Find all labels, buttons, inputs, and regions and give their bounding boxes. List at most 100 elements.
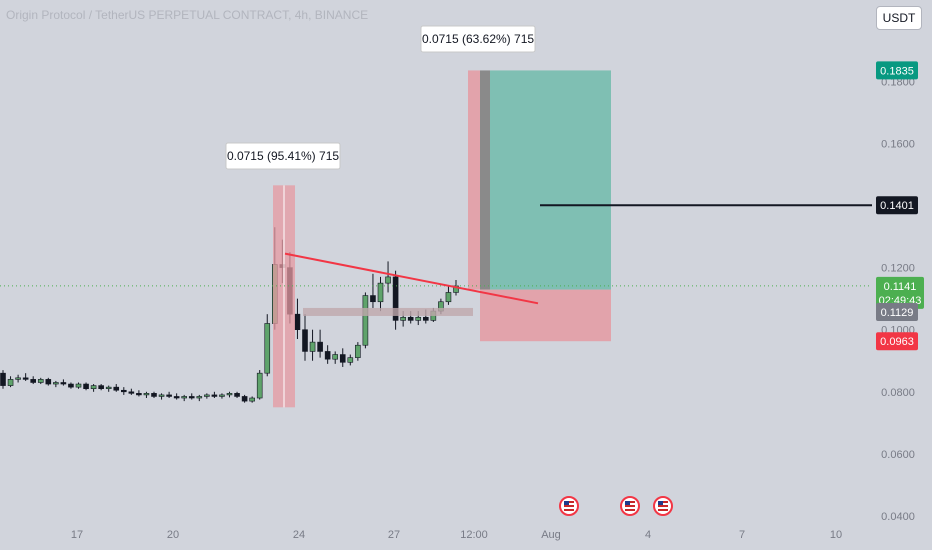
candle [30, 379, 37, 383]
currency-button[interactable]: USDT [876, 6, 922, 30]
flag-stripe [625, 505, 635, 507]
candle [7, 379, 14, 386]
candle [98, 385, 104, 389]
flag-stripe [564, 509, 574, 511]
candle [143, 393, 150, 396]
candle [256, 372, 263, 399]
candle [362, 295, 369, 346]
candle [249, 397, 255, 402]
candle [370, 295, 376, 303]
stop-zone [480, 289, 611, 342]
candle [151, 393, 157, 397]
candle [355, 344, 361, 358]
candle [196, 396, 203, 399]
candle [90, 385, 97, 389]
flag-stripe [564, 505, 574, 507]
level-price-tag-text: 0.1401 [880, 200, 914, 212]
y-tick-label: 0.1200 [881, 263, 915, 275]
candle [445, 292, 452, 303]
level-price-tag-box [876, 196, 918, 215]
candle [339, 354, 346, 363]
annotation-2-box [420, 25, 536, 53]
candle [264, 323, 271, 374]
target-price-tag-box [876, 61, 918, 80]
candle [332, 354, 339, 360]
candle [294, 313, 301, 330]
annotation-1: 0.0715 (95.41%) 715 [225, 142, 341, 170]
chart-title: Origin Protocol / TetherUS PERPETUAL CON… [6, 8, 369, 22]
candle [68, 383, 74, 388]
y-tick-label: 0.0600 [881, 449, 915, 461]
long-position-2-handle [468, 70, 480, 290]
candle [22, 377, 29, 380]
candle [37, 379, 44, 383]
x-tick-label: 7 [739, 529, 745, 541]
candle [105, 386, 112, 389]
us-flag-icon [653, 496, 673, 516]
annotation-2: 0.0715 (63.62%) 715 [420, 25, 536, 53]
candle [181, 396, 187, 399]
candle [385, 276, 391, 284]
flag-canton [625, 501, 630, 505]
x-tick-label: 12:00 [460, 529, 488, 541]
candle [211, 394, 218, 397]
y-tick-label: 0.0400 [881, 511, 915, 523]
x-tick-label: 27 [388, 529, 400, 541]
target-zone [490, 70, 611, 290]
current-price-tag-box [876, 276, 924, 309]
candle [302, 329, 308, 352]
y-tick-label: 0.1600 [881, 138, 915, 150]
x-tick-label: 17 [71, 529, 83, 541]
candle [128, 391, 135, 394]
candle [377, 282, 384, 303]
candle [53, 382, 59, 385]
candle [45, 379, 52, 385]
candle [188, 396, 195, 399]
candle [400, 316, 406, 321]
flag-stripe [625, 509, 635, 511]
range-band [303, 307, 473, 316]
annotation-1-text: 0.0715 (95.41%) 715 [227, 149, 339, 163]
candle [422, 316, 429, 321]
flag-stripe [658, 509, 668, 511]
x-tick-label: 4 [645, 529, 651, 541]
x-tick-label: 10 [830, 529, 842, 541]
candle [173, 396, 180, 399]
candle [219, 394, 225, 397]
candle [158, 394, 165, 397]
candle [317, 341, 323, 352]
target-price-tag-text: 0.1835 [880, 65, 914, 77]
candle [166, 394, 172, 397]
candle [347, 357, 354, 363]
stop-price-tag-text: 0.0963 [880, 336, 914, 348]
us-flag-icon [620, 496, 640, 516]
flag-stripe [658, 505, 668, 507]
candle [83, 383, 89, 389]
y-tick-label: 0.0800 [881, 387, 915, 399]
candle [324, 351, 331, 360]
x-tick-label: 20 [167, 529, 179, 541]
flag-canton [564, 501, 569, 505]
trendline [284, 252, 539, 305]
candle [204, 394, 210, 397]
candle [241, 396, 248, 402]
x-tick-label: Aug [541, 529, 561, 541]
candle [392, 276, 399, 321]
current-price-tag-text: 0.1141 [884, 281, 917, 293]
candle [75, 383, 82, 388]
candle [407, 316, 414, 321]
candle [309, 341, 316, 352]
entry-price-tag-text: 0.1129 [881, 307, 914, 319]
us-flag-icon [559, 496, 579, 516]
candle [226, 393, 233, 396]
flag-canton [658, 501, 663, 505]
long-position-2-gray-strip [480, 70, 490, 290]
candle [60, 382, 67, 385]
candle [121, 389, 127, 393]
drawing-overlays: 0.0715 (95.41%) 715 0.0715 (63.62%) 715 [0, 25, 872, 408]
candle [234, 393, 240, 397]
entry-price-tag-box [876, 303, 918, 322]
annotation-2-text: 0.0715 (63.62%) 715 [422, 32, 534, 46]
